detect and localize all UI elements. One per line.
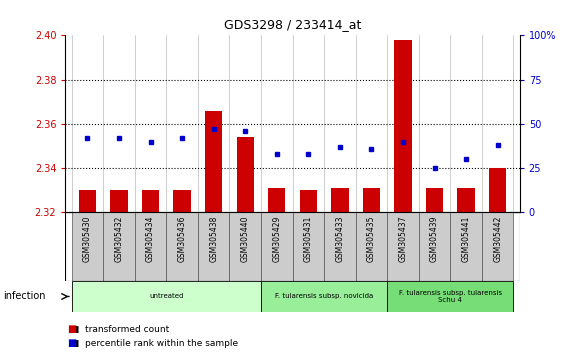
Bar [426, 188, 443, 212]
Text: GSM305431: GSM305431 [304, 216, 313, 262]
Text: GSM305439: GSM305439 [430, 216, 439, 262]
Bar [110, 190, 128, 212]
Bar [173, 190, 191, 212]
Bar [72, 281, 261, 312]
Bar [205, 110, 222, 212]
Bar [142, 190, 159, 212]
Bar [79, 190, 96, 212]
Text: F. tularensis subsp. tularensis
Schu 4: F. tularensis subsp. tularensis Schu 4 [399, 290, 502, 303]
Bar [198, 212, 229, 281]
Bar [387, 281, 513, 312]
Text: ■: ■ [67, 324, 76, 334]
Text: ■: ■ [67, 338, 76, 348]
Bar [261, 212, 293, 281]
Text: GSM305433: GSM305433 [335, 216, 344, 262]
Text: GSM305441: GSM305441 [462, 216, 470, 262]
Text: GSM305430: GSM305430 [83, 216, 92, 262]
Text: ■  percentile rank within the sample: ■ percentile rank within the sample [65, 339, 239, 348]
Bar [450, 212, 482, 281]
Bar [72, 212, 103, 281]
Text: GSM305436: GSM305436 [178, 216, 186, 262]
Bar [293, 212, 324, 281]
Bar [268, 188, 286, 212]
Text: GSM305440: GSM305440 [241, 216, 250, 262]
Text: GSM305432: GSM305432 [115, 216, 123, 262]
Text: GSM305437: GSM305437 [399, 216, 407, 262]
Text: GSM305442: GSM305442 [493, 216, 502, 262]
Bar [387, 212, 419, 281]
Bar [363, 188, 380, 212]
Text: GSM305429: GSM305429 [272, 216, 281, 262]
Bar [229, 212, 261, 281]
Bar [457, 188, 475, 212]
Bar [489, 168, 506, 212]
Bar [324, 212, 356, 281]
Text: untreated: untreated [149, 293, 183, 299]
Bar [103, 212, 135, 281]
Text: ■  transformed count: ■ transformed count [65, 325, 170, 334]
Bar [166, 212, 198, 281]
Bar [331, 188, 349, 212]
Text: infection: infection [3, 291, 45, 302]
Bar [135, 212, 166, 281]
Title: GDS3298 / 233414_at: GDS3298 / 233414_at [224, 18, 361, 32]
Text: GSM305435: GSM305435 [367, 216, 376, 262]
Text: F. tularensis subsp. novicida: F. tularensis subsp. novicida [275, 293, 373, 299]
Text: GSM305434: GSM305434 [146, 216, 155, 262]
Bar [236, 137, 254, 212]
Text: GSM305438: GSM305438 [209, 216, 218, 262]
Bar [261, 281, 387, 312]
Bar [356, 212, 387, 281]
Bar [419, 212, 450, 281]
Bar [394, 40, 412, 212]
Bar [300, 190, 317, 212]
Bar [482, 212, 513, 281]
